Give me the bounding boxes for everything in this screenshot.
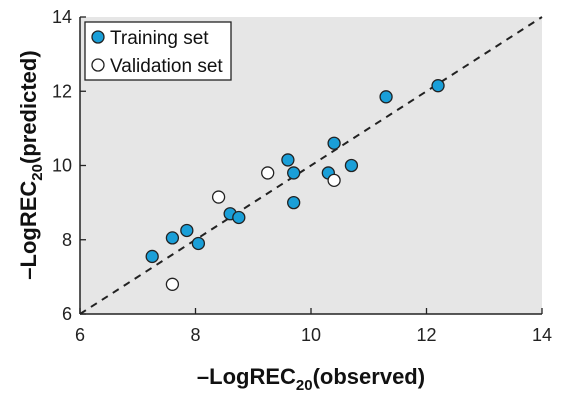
training-point	[180, 223, 194, 238]
x-tick-label: 14	[532, 325, 552, 345]
y-axis-title-tail: (predicted)	[16, 50, 41, 164]
validation-point	[261, 166, 275, 180]
training-point	[145, 249, 159, 264]
training-point	[232, 210, 246, 225]
y-tick-label: 14	[52, 7, 72, 27]
x-tick-label: 12	[416, 325, 436, 345]
y-tick-label: 6	[62, 304, 72, 324]
y-axis-title: –LogREC20(predicted)	[16, 50, 46, 279]
training-point	[165, 231, 180, 245]
y-tick-label: 8	[62, 230, 72, 250]
legend-marker-training	[91, 30, 105, 44]
training-point	[287, 195, 301, 210]
y-tick-label: 10	[52, 156, 72, 176]
training-point	[379, 90, 393, 104]
x-tick-label: 8	[190, 325, 200, 345]
training-point	[344, 158, 359, 173]
legend: Training set Validation set	[84, 21, 232, 81]
validation-point	[165, 277, 180, 291]
axis-ticks: 6 8 10 12 14 6 8 10 12 14	[52, 7, 552, 345]
legend-label-training: Training set	[110, 28, 209, 49]
x-tick-label: 6	[75, 325, 85, 345]
legend-marker-validation	[91, 58, 105, 72]
training-point	[327, 136, 341, 150]
training-point	[431, 79, 445, 93]
x-tick-label: 10	[301, 325, 321, 345]
validation-point	[211, 190, 226, 204]
x-axis-title-tail: (observed)	[313, 364, 425, 389]
training-point	[287, 166, 301, 180]
validation-point	[327, 173, 341, 188]
identity-line	[79, 16, 543, 315]
legend-box	[84, 21, 232, 81]
y-axis-title-subscript: 20	[29, 164, 46, 181]
x-axis-title-main: –LogREC	[197, 364, 296, 389]
y-tick-label: 12	[52, 81, 72, 101]
data-points	[145, 79, 445, 291]
training-point	[191, 236, 206, 251]
legend-label-validation: Validation set	[110, 56, 223, 77]
training-point	[281, 153, 295, 167]
x-axis-title: –LogREC20(observed)	[197, 364, 425, 394]
x-axis-title-subscript: 20	[296, 377, 313, 394]
y-axis-title-main: –LogREC	[16, 181, 41, 280]
